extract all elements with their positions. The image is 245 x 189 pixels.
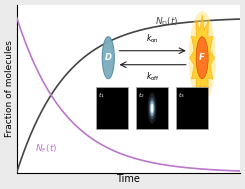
X-axis label: Time: Time [116,174,140,184]
Circle shape [149,97,155,119]
Text: $N_{\mathrm{F}}(t)$: $N_{\mathrm{F}}(t)$ [35,143,57,156]
Y-axis label: Fraction of molecules: Fraction of molecules [5,40,14,137]
Text: F: F [199,53,205,62]
FancyBboxPatch shape [176,87,208,129]
FancyBboxPatch shape [96,87,128,129]
Text: $t_3$: $t_3$ [178,91,184,100]
Circle shape [102,37,114,79]
Text: $t_2$: $t_2$ [138,91,145,100]
Text: D: D [105,53,112,62]
Polygon shape [190,15,214,101]
Text: $k_{\mathrm{on}}$: $k_{\mathrm{on}}$ [146,33,159,45]
FancyBboxPatch shape [136,87,168,129]
Circle shape [147,93,157,124]
Text: $k_{\mathrm{off}}$: $k_{\mathrm{off}}$ [146,70,159,83]
Text: $t_1$: $t_1$ [98,91,105,100]
Circle shape [150,101,154,116]
Circle shape [189,11,216,104]
Circle shape [196,37,208,79]
Text: $N_{\mathrm{D}}(t)$: $N_{\mathrm{D}}(t)$ [155,15,179,28]
Circle shape [151,104,153,113]
